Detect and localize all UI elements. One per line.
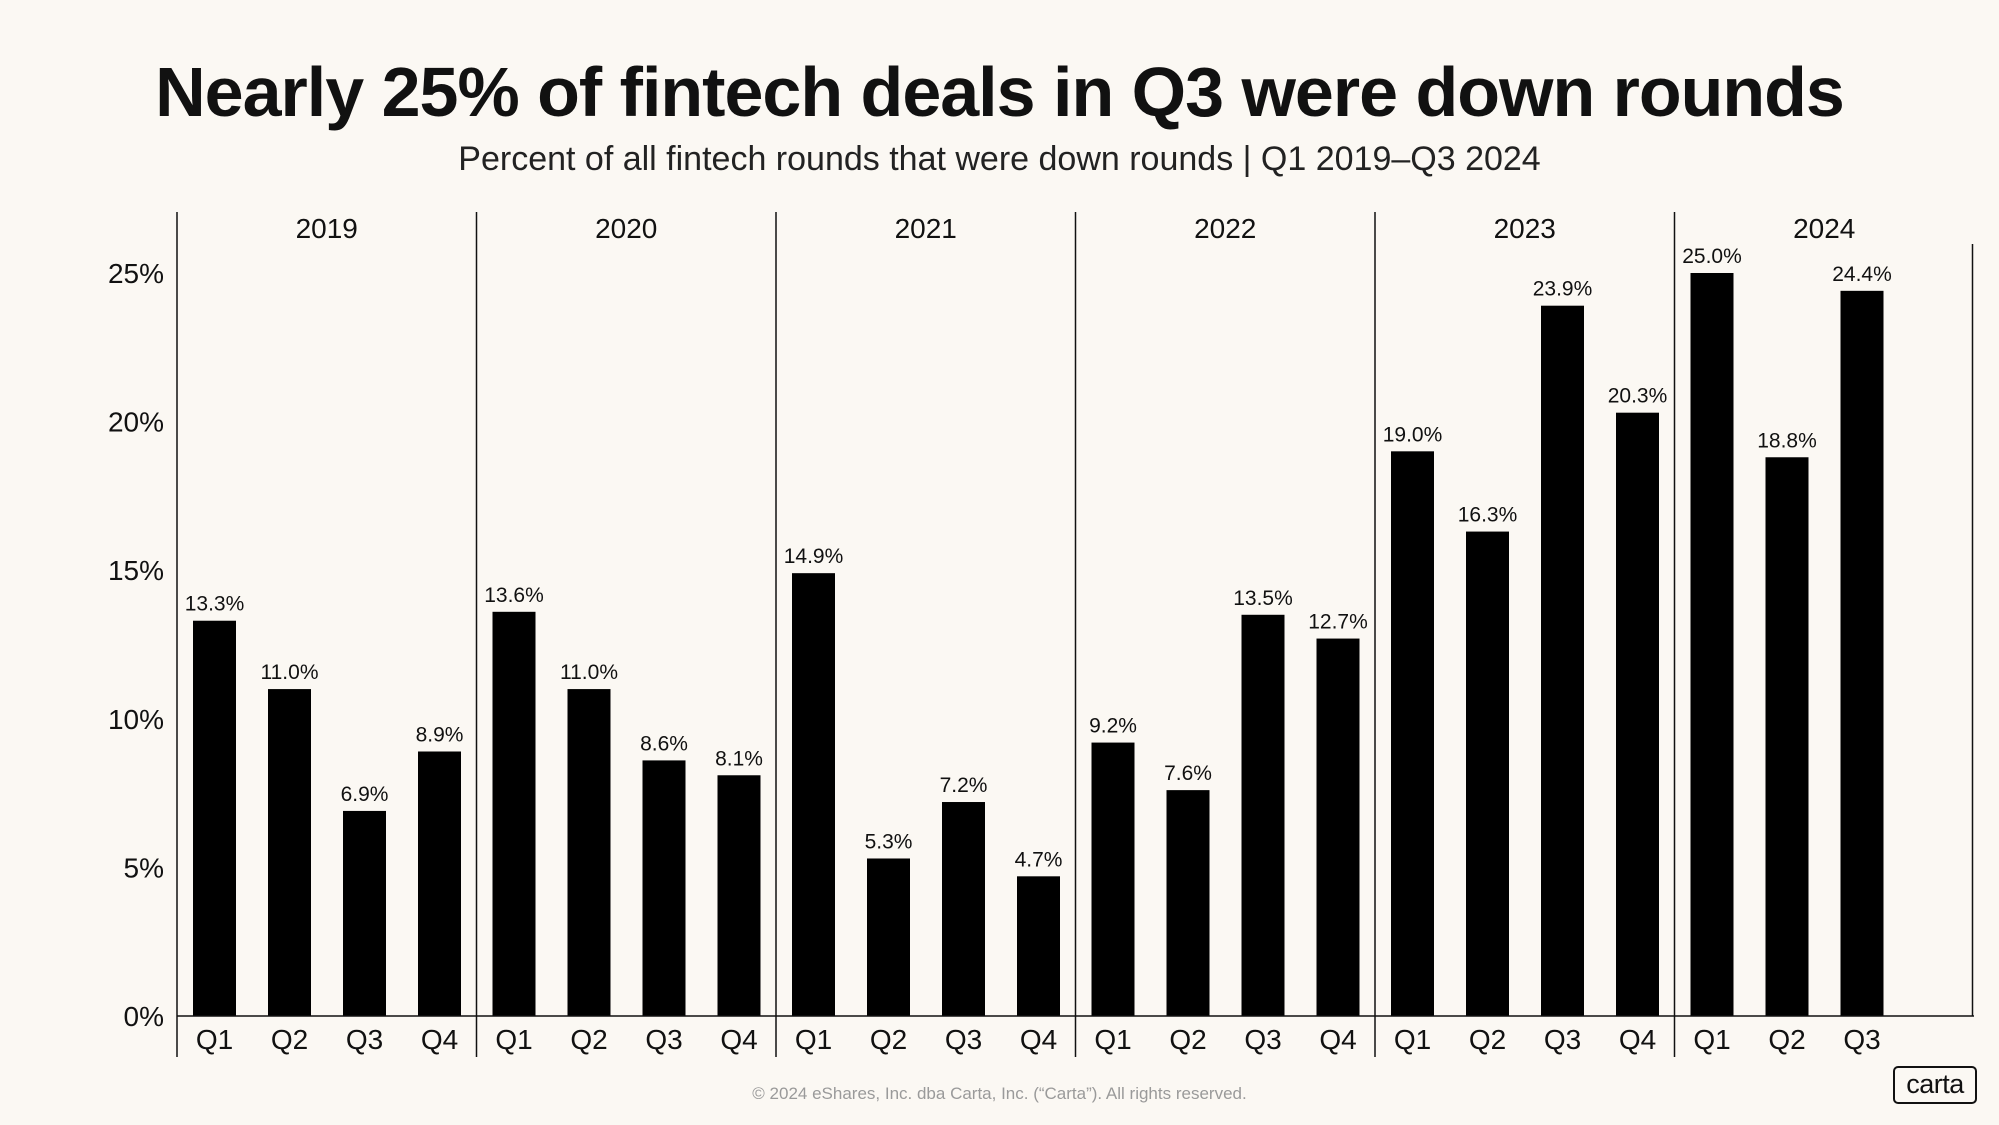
- data-label: 11.0%: [261, 661, 319, 684]
- x-tick-label: Q3: [1544, 1024, 1581, 1055]
- x-tick-label: Q4: [1020, 1024, 1057, 1055]
- data-label: 19.0%: [1383, 423, 1443, 446]
- data-label: 11.0%: [560, 661, 618, 684]
- bar: [193, 620, 236, 1016]
- data-label: 13.6%: [484, 584, 544, 607]
- y-axis: 0% 5% 10% 15% 20% 25%: [108, 258, 164, 1032]
- bar: [942, 802, 985, 1016]
- x-tick-label: Q2: [870, 1024, 907, 1055]
- bars: [193, 273, 1884, 1017]
- x-tick-label: Q1: [1394, 1024, 1431, 1055]
- bar: [1241, 614, 1285, 1016]
- bar: [1840, 290, 1884, 1016]
- copyright-footer: © 2024 eShares, Inc. dba Carta, Inc. (“C…: [752, 1084, 1247, 1103]
- bar: [1541, 305, 1584, 1016]
- carta-logo: carta: [1893, 1066, 1977, 1104]
- x-tick-label: Q1: [1693, 1024, 1730, 1055]
- y-tick-label: 5%: [124, 852, 164, 883]
- x-tick-label: Q3: [945, 1024, 982, 1055]
- x-tick-label: Q1: [495, 1024, 532, 1055]
- chart-subtitle: Percent of all fintech rounds that were …: [458, 140, 1541, 178]
- data-label: 13.3%: [185, 593, 245, 616]
- bar: [492, 611, 536, 1016]
- data-label: 16.3%: [1458, 504, 1518, 527]
- x-tick-label: Q3: [346, 1024, 383, 1055]
- bar: [642, 760, 686, 1016]
- value-labels: 13.3% 11.0% 6.9% 8.9% 13.6% 11.0% 8.6% 8.1% 14.9…: [185, 245, 1892, 871]
- bar: [1765, 457, 1809, 1016]
- x-tick-label: Q3: [1244, 1024, 1281, 1055]
- year-label: 2024: [1793, 213, 1855, 244]
- data-label: 9.2%: [1089, 715, 1137, 738]
- chart-title: Nearly 25% of fintech deals in Q3 were d…: [155, 53, 1845, 131]
- bar: [418, 751, 461, 1016]
- y-tick-label: 25%: [108, 258, 164, 289]
- year-label: 2022: [1194, 213, 1256, 244]
- bar: [567, 689, 611, 1016]
- bar: [1316, 638, 1360, 1016]
- data-label: 4.7%: [1015, 848, 1063, 871]
- data-label: 8.9%: [416, 723, 464, 746]
- x-tick-label: Q2: [570, 1024, 607, 1055]
- y-tick-label: 0%: [124, 1001, 164, 1032]
- bar: [1466, 531, 1509, 1016]
- data-label: 18.8%: [1757, 429, 1817, 452]
- bar: [1690, 273, 1734, 1016]
- year-label: 2023: [1494, 213, 1556, 244]
- data-label: 23.9%: [1533, 278, 1593, 301]
- y-tick-label: 10%: [108, 704, 164, 735]
- year-label: 2019: [296, 213, 358, 244]
- bar: [717, 775, 761, 1016]
- bar: [1017, 876, 1060, 1016]
- data-label: 25.0%: [1682, 245, 1742, 268]
- x-tick-label: Q2: [271, 1024, 308, 1055]
- x-tick-label: Q4: [1619, 1024, 1656, 1055]
- x-axis: Q1 Q2 Q3 Q4 Q1 Q2 Q3 Q4 Q1 Q2 Q3 Q4 Q1 Q2 Q3 Q4 Q1 Q2 Q3 Q4…: [177, 1015, 1974, 1055]
- data-label: 8.1%: [715, 747, 763, 770]
- x-tick-label: Q1: [795, 1024, 832, 1055]
- x-tick-label: Q2: [1768, 1024, 1805, 1055]
- bar: [1091, 742, 1135, 1016]
- bar: [1391, 451, 1434, 1016]
- y-tick-label: 15%: [108, 555, 164, 586]
- year-labels: 2019 2020 2021 2022 2023 2024: [296, 213, 1856, 244]
- x-tick-label: Q4: [421, 1024, 458, 1055]
- year-label: 2021: [895, 213, 957, 244]
- data-label: 6.9%: [341, 783, 389, 806]
- x-tick-label: Q3: [1843, 1024, 1880, 1055]
- x-tick-label: Q2: [1469, 1024, 1506, 1055]
- data-label: 20.3%: [1608, 385, 1668, 408]
- year-label: 2020: [595, 213, 657, 244]
- x-tick-label: Q1: [1094, 1024, 1131, 1055]
- bar: [867, 858, 910, 1016]
- x-tick-label: Q3: [645, 1024, 682, 1055]
- bar: [343, 810, 386, 1016]
- data-label: 8.6%: [640, 732, 688, 755]
- bar: [268, 689, 311, 1016]
- x-tick-label: Q4: [720, 1024, 757, 1055]
- bar: [1166, 790, 1210, 1016]
- data-label: 14.9%: [784, 545, 844, 568]
- x-tick-label: Q1: [196, 1024, 233, 1055]
- x-tick-label: Q4: [1319, 1024, 1356, 1055]
- x-tick-label: Q2: [1169, 1024, 1206, 1055]
- year-dividers: [176, 212, 1974, 1057]
- data-label: 7.2%: [940, 774, 988, 797]
- data-label: 24.4%: [1832, 263, 1892, 286]
- data-label: 7.6%: [1164, 762, 1212, 785]
- bar: [1616, 412, 1659, 1017]
- y-tick-label: 20%: [108, 407, 164, 438]
- data-label: 12.7%: [1308, 611, 1368, 634]
- data-label: 13.5%: [1233, 587, 1293, 610]
- data-label: 5.3%: [865, 830, 913, 853]
- bar: [792, 573, 835, 1016]
